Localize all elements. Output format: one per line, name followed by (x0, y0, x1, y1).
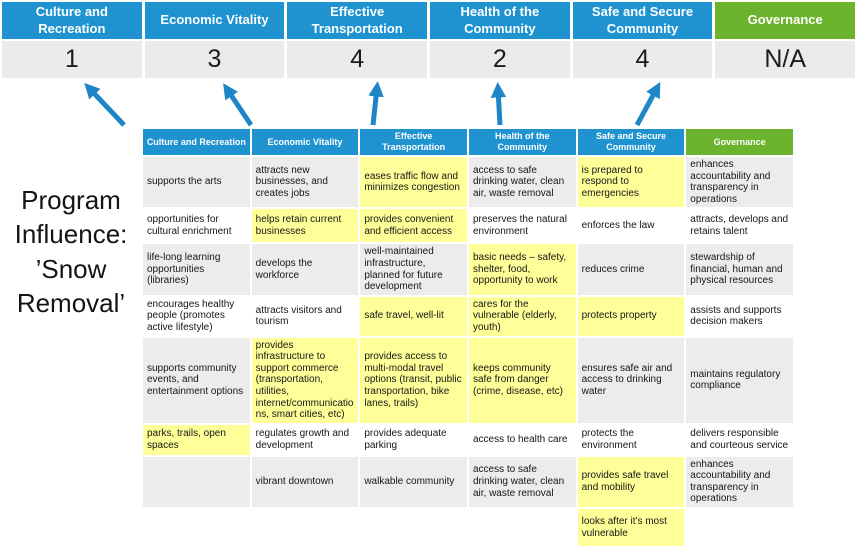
matrix-row: parks, trails, open spaces regulates grow… (143, 424, 793, 455)
matrix-cell-highlighted: provides safe travel and mobility (577, 456, 685, 508)
arrow-up-icon (368, 81, 384, 126)
matrix-cell-highlighted: protects property (577, 296, 685, 336)
scorecard-score-effective-transportation: 4 (287, 41, 427, 78)
matrix-cell-highlighted: looks after it's most vulnerable (577, 509, 685, 547)
scorecard-score-culture-and-recreation: 1 (2, 41, 142, 78)
matrix-cell-highlighted: keeps community safe from danger (crime,… (468, 337, 576, 423)
matrix-cell: supports the arts (143, 157, 250, 208)
matrix-row: looks after it's most vulnerable (143, 509, 793, 547)
matrix-row: life-long learning opportunities (librar… (143, 244, 793, 295)
matrix-cell-highlighted: cares for the vulnerable (elderly, youth… (468, 296, 576, 336)
matrix-cell: attracts, develops and retains talent (686, 209, 793, 243)
matrix-cell: enhances accountability and transparency… (686, 456, 793, 508)
matrix-header-culture-and-recreation: Culture and Recreation (143, 129, 250, 155)
matrix-cell: enforces the law (577, 209, 685, 243)
matrix-header-row: Culture and Recreation Economic Vitality E… (143, 129, 793, 155)
matrix-cell: supports community events, and entertain… (143, 337, 250, 423)
matrix-header-health-of-the-community: Health of the Community (468, 129, 576, 155)
matrix-cell: access to safe drinking water, clean air… (468, 157, 576, 208)
matrix-header-safe-and-secure-community: Safe and Secure Community (577, 129, 685, 155)
scorecard-header-effective-transportation: Effective Transportation (287, 2, 427, 39)
matrix-cell: develops the workforce (251, 244, 359, 295)
program-title-line: Removal’ (16, 287, 126, 318)
matrix-cell: attracts visitors and tourism (251, 296, 359, 336)
matrix-cell: reduces crime (577, 244, 685, 295)
arrow-up-icon (490, 82, 507, 126)
matrix-cell: access to health care (468, 424, 576, 455)
scorecard-score-safe-and-secure-community: 4 (572, 41, 713, 78)
scorecard-header-safe-and-secure-community: Safe and Secure Community (572, 2, 713, 39)
matrix-cell: walkable community (360, 456, 467, 508)
matrix-cell: enhances accountability and transparency… (686, 157, 793, 208)
matrix-cell: delivers responsible and courteous servi… (686, 424, 793, 455)
program-title: Program Influence: ’Snow Removal’ (2, 183, 140, 320)
program-title-line: ’Snow (35, 253, 107, 284)
scorecard-column-governance: Governance N/A (715, 2, 855, 78)
matrix-cell: well-maintained infrastructure, planned … (360, 244, 467, 295)
scorecard-column-health-of-the-community: Health of the Community 2 (430, 2, 570, 78)
matrix-cell (360, 509, 467, 547)
matrix-cell: life-long learning opportunities (librar… (143, 244, 250, 295)
program-title-line: Program (21, 185, 121, 215)
matrix-cell-highlighted: provides infrastructure to support comme… (251, 337, 359, 423)
matrix-cell: access to safe drinking water, clean air… (468, 456, 576, 508)
matrix-cell: protects the environment (577, 424, 685, 455)
scorecard-header-health-of-the-community: Health of the Community (430, 2, 570, 39)
matrix-cell-highlighted: basic needs – safety, shelter, food, opp… (468, 244, 576, 295)
scorecard-column-economic-vitality: Economic Vitality 3 (144, 2, 285, 78)
matrix-cell: vibrant downtown (251, 456, 359, 508)
matrix-cell-highlighted: eases traffic flow and minimizes congest… (360, 157, 467, 208)
matrix-cell-highlighted: is prepared to respond to emergencies (577, 157, 685, 208)
matrix-cell: maintains regulatory compliance (686, 337, 793, 423)
matrix-cell-highlighted: provides convenient and efficient access (360, 209, 467, 243)
matrix-cell-highlighted: parks, trails, open spaces (143, 424, 250, 455)
matrix-cell (686, 509, 793, 547)
arrow-up-icon (223, 83, 254, 127)
matrix-cell (251, 509, 359, 547)
program-title-line: Influence: (14, 219, 128, 250)
scorecard-score-economic-vitality: 3 (144, 41, 285, 78)
matrix-cell: opportunities for cultural enrichment (143, 209, 250, 243)
matrix-cell-highlighted: safe travel, well-lit (360, 296, 467, 336)
matrix-row: supports community events, and entertain… (143, 337, 793, 423)
matrix-cell: assists and supports decision makers (686, 296, 793, 336)
scorecard-header-culture-and-recreation: Culture and Recreation (2, 2, 142, 39)
influence-arrows (84, 81, 661, 127)
scorecard-header-economic-vitality: Economic Vitality (144, 2, 285, 39)
scorecard-column-culture-and-recreation: Culture and Recreation 1 (2, 2, 142, 78)
arrow-up-icon (634, 81, 661, 127)
matrix-cell: stewardship of financial, human and phys… (686, 244, 793, 295)
arrow-up-icon (84, 82, 126, 127)
matrix-header-effective-transportation: Effective Transportation (360, 129, 467, 155)
matrix-row: opportunities for cultural enrichment hel… (143, 209, 793, 243)
matrix-cell: encourages healthy people (promotes acti… (143, 296, 250, 336)
matrix-cell-highlighted: helps retain current businesses (251, 209, 359, 243)
scorecard: Culture and Recreation 1 Economic Vitality… (2, 2, 855, 78)
scorecard-header-governance: Governance (715, 2, 855, 39)
matrix-cell: regulates growth and development (251, 424, 359, 455)
matrix-cell: preserves the natural environment (468, 209, 576, 243)
matrix-cell-highlighted: provides access to multi-modal travel op… (360, 337, 467, 423)
matrix-header-economic-vitality: Economic Vitality (251, 129, 359, 155)
matrix-cell: provides adequate parking (360, 424, 467, 455)
matrix-cell (143, 509, 250, 547)
matrix-cell (143, 456, 250, 508)
matrix-header-governance: Governance (686, 129, 793, 155)
matrix-cell: ensures safe air and access to drinking … (577, 337, 685, 423)
scorecard-score-health-of-the-community: 2 (430, 41, 570, 78)
influence-matrix: Culture and Recreation Economic Vitality E… (141, 127, 795, 548)
matrix-cell: attracts new businesses, and creates job… (251, 157, 359, 208)
matrix-row: supports the arts attracts new businesses… (143, 157, 793, 208)
scorecard-score-governance: N/A (715, 41, 855, 78)
scorecard-column-effective-transportation: Effective Transportation 4 (287, 2, 427, 78)
matrix-row: vibrant downtown walkable community access… (143, 456, 793, 508)
matrix-row: encourages healthy people (promotes acti… (143, 296, 793, 336)
matrix-cell (468, 509, 576, 547)
scorecard-column-safe-and-secure-community: Safe and Secure Community 4 (572, 2, 713, 78)
